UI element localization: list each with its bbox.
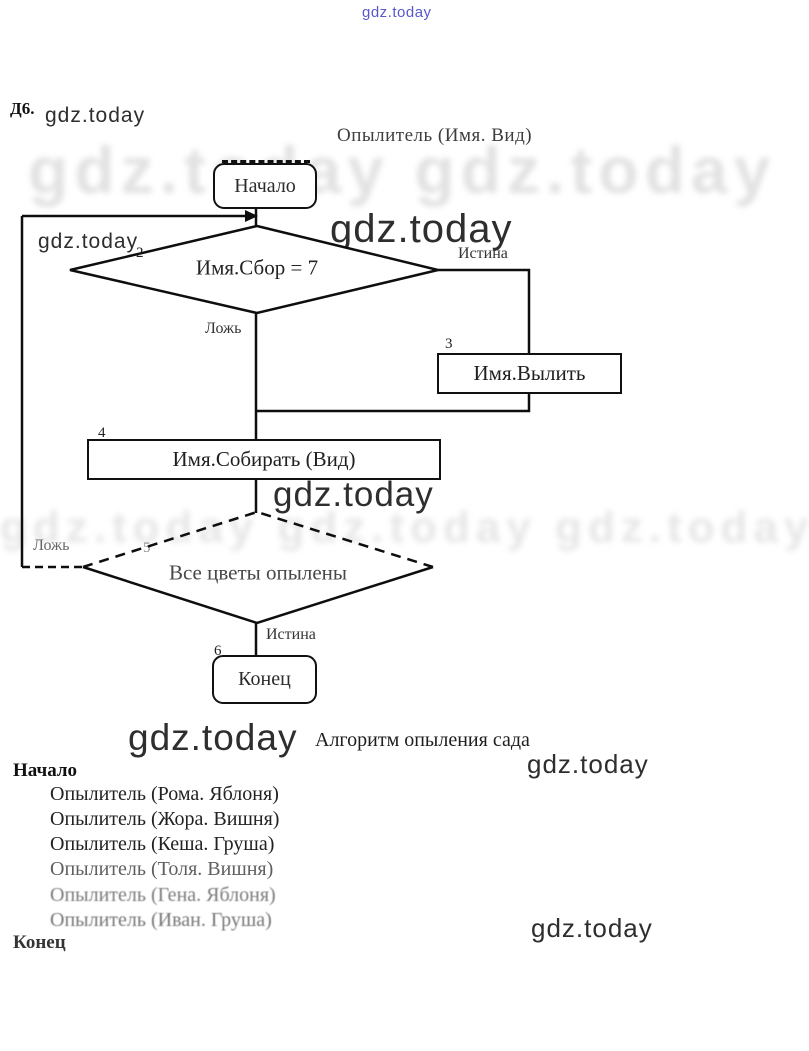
program-begin: Начало — [13, 760, 78, 781]
decision-sbor-label: Имя.Сбор = 7 — [195, 255, 319, 280]
watermark-gdz: gdz.today — [527, 749, 649, 779]
watermark-gdz: gdz.today — [531, 913, 653, 943]
decision-cvety-label: Все цветы опылены — [168, 560, 348, 585]
process-sobirat-number: 4 — [98, 425, 106, 441]
process-vylit-number: 3 — [445, 336, 453, 352]
watermark-gdz-top: gdz.today — [362, 4, 432, 21]
program-call: Опылитель (Рома. Яблоня) — [50, 783, 279, 805]
problem-label: Д6. — [10, 99, 35, 118]
decision-cvety-number: 5 — [143, 540, 151, 556]
watermark-gdz: gdz.today — [273, 475, 434, 514]
scan-artifact-band: gdz.today gdz.today gdz.today — [28, 133, 790, 207]
program-call: Опылитель (Кеша. Груша) — [50, 833, 275, 855]
decision-sbor-false-label: Ложь — [205, 320, 242, 337]
end-label: Конец — [238, 668, 291, 690]
watermark-gdz: gdz.today — [330, 207, 513, 251]
decision-cvety-false-label: Ложь — [33, 537, 70, 554]
decision-sbor-true-label: Истина — [458, 245, 508, 262]
arrowhead-icon — [245, 210, 258, 222]
scan-artifact-band: gdz.today gdz.today gdz.today — [0, 503, 809, 551]
process-sobirat-node: Имя.Собирать (Вид) — [87, 439, 441, 480]
program-call: Опылитель (Иван. Груша) — [50, 909, 272, 931]
process-vylit-label: Имя.Вылить — [473, 361, 586, 385]
program-caption: Алгоритм опыления сада — [315, 729, 530, 751]
watermark-gdz: gdz.today — [128, 717, 298, 758]
decision-sbor-number: 2 — [136, 245, 144, 261]
end-number: 6 — [214, 643, 222, 659]
flowchart-title: Опылитель (Имя. Вид) — [337, 125, 533, 146]
start-node: Начало — [213, 163, 317, 209]
decision-cvety-true-label: Истина — [266, 626, 316, 643]
program-call: Опылитель (Толя. Вишня) — [50, 858, 274, 880]
watermark-gdz: gdz.today — [45, 104, 146, 127]
scan-dash-artifact — [222, 160, 310, 163]
program-call: Опылитель (Гена. Яблоня) — [50, 884, 276, 906]
process-sobirat-label: Имя.Собирать (Вид) — [172, 447, 356, 471]
end-node: Конец — [212, 655, 317, 704]
process-vylit-node: Имя.Вылить — [437, 353, 622, 394]
watermark-gdz: gdz.today — [38, 230, 139, 253]
start-label: Начало — [234, 174, 296, 197]
program-end: Конец — [13, 932, 66, 953]
program-call: Опылитель (Жора. Вишня) — [50, 808, 280, 830]
